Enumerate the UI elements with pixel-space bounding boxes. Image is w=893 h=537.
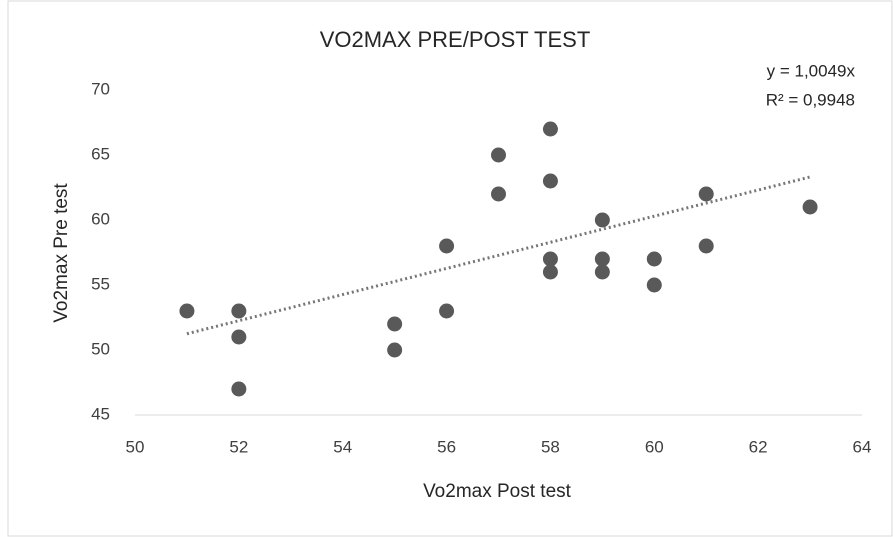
annotation: y = 1,0049x — [767, 61, 856, 80]
x-tick-label: 52 — [229, 437, 248, 456]
point — [698, 186, 714, 202]
point — [698, 238, 714, 254]
point — [594, 212, 610, 228]
x-axis-label: Vo2max Post test — [423, 481, 572, 502]
trendline — [186, 175, 811, 336]
point — [646, 277, 662, 293]
point — [594, 264, 610, 280]
point — [179, 303, 195, 319]
point — [231, 381, 247, 397]
chart-title: VO2MAX PRE/POST TEST — [320, 27, 591, 52]
point — [542, 173, 558, 189]
y-tick-label: 50 — [91, 339, 110, 358]
point — [231, 329, 247, 345]
point — [542, 264, 558, 280]
point — [646, 251, 662, 267]
point — [491, 186, 506, 202]
x-tick-label: 64 — [853, 437, 872, 456]
y-tick-label: 65 — [91, 144, 110, 163]
x-tick-label: 62 — [749, 437, 768, 456]
y-axis-label: Vo2max Pre test — [51, 183, 72, 323]
x-tick-label: 54 — [333, 437, 352, 456]
point — [387, 316, 403, 332]
point — [542, 121, 558, 137]
point — [491, 147, 506, 163]
point — [439, 303, 455, 319]
x-tick-label: 56 — [437, 437, 456, 456]
point — [542, 251, 558, 267]
x-tick-label: 58 — [541, 437, 560, 456]
y-tick-label: 70 — [91, 79, 110, 98]
point — [594, 251, 610, 267]
point — [439, 238, 455, 254]
x-tick-label: 60 — [645, 437, 664, 456]
point — [802, 199, 818, 215]
point — [231, 303, 247, 319]
y-tick-label: 45 — [91, 404, 110, 423]
y-tick-label: 60 — [91, 209, 110, 228]
annotation: R² = 0,9948 — [766, 90, 855, 109]
y-tick-label: 55 — [91, 274, 110, 293]
point — [387, 342, 403, 358]
x-tick-label: 50 — [126, 437, 145, 456]
